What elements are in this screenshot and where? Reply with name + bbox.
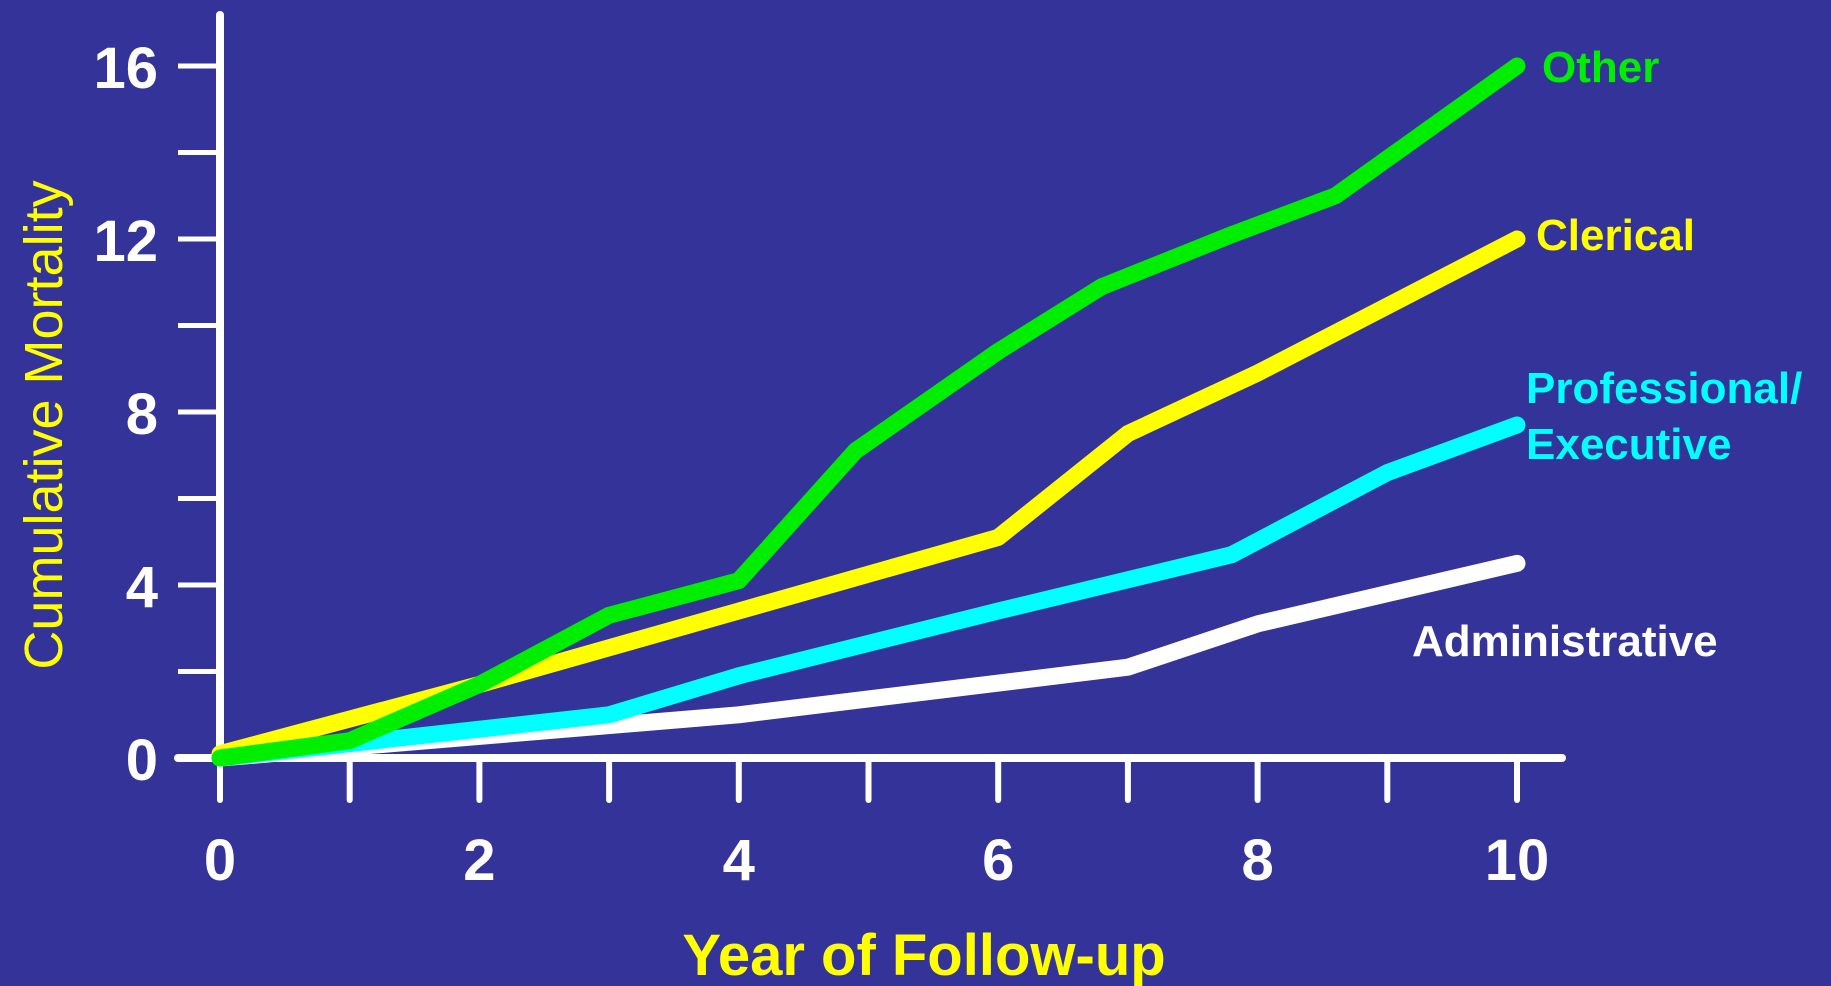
series-line-other [211,57,1526,767]
series-lines [211,57,1526,767]
y-tick-label: 12 [93,209,158,274]
x-tick-label: 6 [982,828,1014,893]
x-tick-label: 0 [204,828,236,893]
y-tick-label: 0 [126,728,158,793]
x-tick-labels: 0 2 4 6 8 10 [204,828,1549,893]
series-label: Administrative [1412,617,1718,666]
x-tick-label: 4 [723,828,755,893]
y-tick-label: 4 [126,555,158,620]
x-tick-label: 2 [463,828,495,893]
y-ticks [178,63,220,761]
y-axis-title: Cumulative Mortality [14,180,74,669]
x-tick-label: 8 [1241,828,1273,893]
series-line-professional-executive [211,416,1526,767]
y-tick-labels: 0 4 8 12 16 [93,36,158,793]
series-label: Professional/Executive [1526,364,1802,469]
series-labels: Other Clerical Professional/Executive Admin… [1412,43,1802,666]
y-tick-label: 16 [93,36,158,101]
x-axis-title: Year of Follow-up [682,923,1165,986]
y-tick-label: 8 [126,382,158,447]
x-tick-label: 10 [1485,828,1550,893]
series-label: Clerical [1536,211,1695,260]
series-label: Other [1542,43,1659,92]
